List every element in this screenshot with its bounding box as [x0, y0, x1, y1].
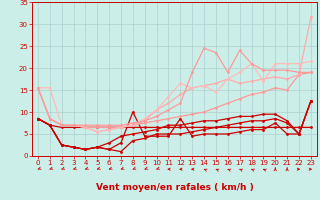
X-axis label: Vent moyen/en rafales ( km/h ): Vent moyen/en rafales ( km/h )	[96, 183, 253, 192]
